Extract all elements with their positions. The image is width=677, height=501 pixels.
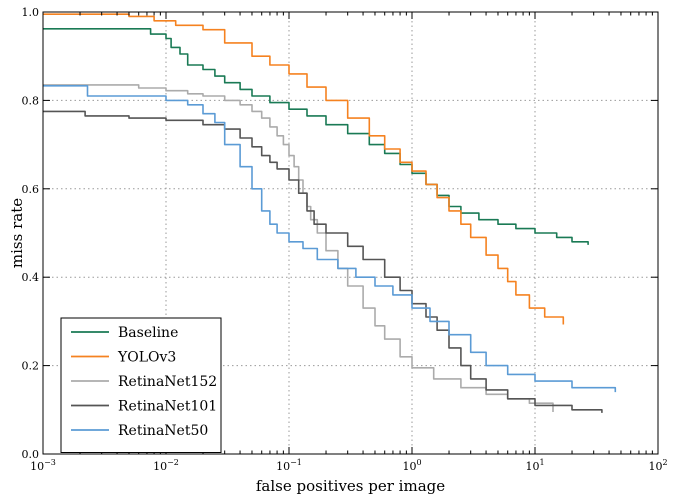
x-tick-label: 10−2 (153, 458, 179, 473)
x-axis-label: false positives per image (256, 477, 445, 495)
y-tick-label: 0.8 (22, 94, 40, 107)
legend-label: Baseline (118, 325, 178, 341)
x-tick-label: 101 (525, 458, 544, 473)
legend-label: YOLOv3 (117, 350, 176, 366)
x-tick-label: 100 (402, 458, 421, 473)
series-line-baseline (43, 28, 589, 245)
legend-label: RetinaNet152 (118, 374, 217, 390)
legend: Baseline YOLOv3 RetinaNet152 RetinaNet101 Re… (60, 317, 222, 453)
plot-frame (42, 11, 659, 455)
legend-label: RetinaNet101 (118, 399, 217, 415)
y-tick-label: 0.0 (22, 448, 40, 461)
y-tick-label: 0.6 (22, 183, 40, 196)
y-tick-label: 0.2 (22, 360, 40, 373)
legend-label: RetinaNet50 (118, 423, 208, 439)
series-line-yolov3 (43, 13, 565, 325)
x-tick-label: 10−3 (30, 458, 56, 473)
series-line-retinanet50 (43, 85, 617, 393)
x-tick-label: 102 (648, 458, 667, 473)
x-tick-label: 10−1 (276, 458, 302, 473)
series-lines (43, 13, 617, 413)
tick-labels: 10−3 10−2 10−1 100 101 102 0.0 0.2 0.4 0.6 0.8 1.0 (22, 6, 668, 473)
y-tick-label: 0.4 (22, 271, 40, 284)
y-axis-label: miss rate (8, 198, 26, 268)
y-tick-label: 1.0 (22, 6, 40, 19)
